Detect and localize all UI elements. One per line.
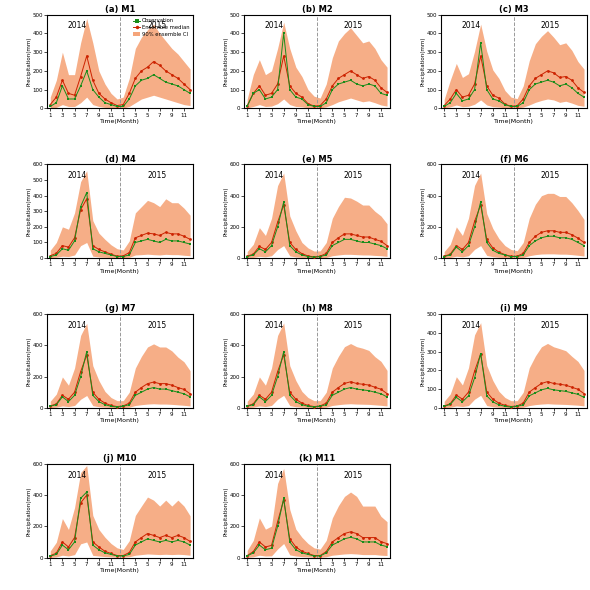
Text: 2015: 2015 bbox=[147, 471, 166, 480]
Title: (j) M10: (j) M10 bbox=[103, 454, 137, 463]
Y-axis label: Precipitation(mm): Precipitation(mm) bbox=[420, 336, 425, 386]
Text: 2015: 2015 bbox=[541, 321, 560, 330]
Title: (d) M4: (d) M4 bbox=[105, 155, 136, 163]
Text: 2015: 2015 bbox=[541, 171, 560, 180]
Text: 2014: 2014 bbox=[68, 321, 87, 330]
X-axis label: Time(Month): Time(Month) bbox=[297, 119, 337, 124]
Title: (i) M9: (i) M9 bbox=[500, 304, 528, 313]
Text: 2014: 2014 bbox=[265, 321, 284, 330]
Text: 2014: 2014 bbox=[68, 21, 87, 31]
Text: 2014: 2014 bbox=[462, 171, 481, 180]
X-axis label: Time(Month): Time(Month) bbox=[494, 268, 534, 274]
Y-axis label: Precipitation(mm): Precipitation(mm) bbox=[420, 37, 425, 86]
Text: 2015: 2015 bbox=[147, 321, 166, 330]
X-axis label: Time(Month): Time(Month) bbox=[100, 568, 140, 573]
Text: 2014: 2014 bbox=[462, 21, 481, 31]
Text: 2014: 2014 bbox=[68, 171, 87, 180]
X-axis label: Time(Month): Time(Month) bbox=[100, 268, 140, 274]
Text: 2014: 2014 bbox=[265, 471, 284, 480]
Title: (c) M3: (c) M3 bbox=[499, 5, 529, 14]
Y-axis label: Precipitation(mm): Precipitation(mm) bbox=[26, 186, 31, 236]
Title: (b) M2: (b) M2 bbox=[301, 5, 333, 14]
Text: 2015: 2015 bbox=[147, 21, 166, 31]
Y-axis label: Precipitation(mm): Precipitation(mm) bbox=[223, 37, 228, 86]
Text: 2014: 2014 bbox=[265, 171, 284, 180]
Y-axis label: Precipitation(mm): Precipitation(mm) bbox=[26, 486, 31, 536]
Text: 2015: 2015 bbox=[344, 21, 363, 31]
Text: 2014: 2014 bbox=[462, 321, 481, 330]
Legend: Observation, Ensemble median, 90% ensemble CI: Observation, Ensemble median, 90% ensemb… bbox=[132, 17, 191, 38]
Y-axis label: Precipitation(mm): Precipitation(mm) bbox=[420, 186, 425, 236]
Text: 2015: 2015 bbox=[344, 171, 363, 180]
Text: 2015: 2015 bbox=[344, 321, 363, 330]
Text: 2014: 2014 bbox=[68, 471, 87, 480]
Y-axis label: Precipitation(mm): Precipitation(mm) bbox=[223, 486, 228, 536]
Text: 2014: 2014 bbox=[265, 21, 284, 31]
Title: (a) M1: (a) M1 bbox=[105, 5, 135, 14]
Title: (g) M7: (g) M7 bbox=[105, 304, 136, 313]
Y-axis label: Precipitation(mm): Precipitation(mm) bbox=[223, 336, 228, 386]
Title: (h) M8: (h) M8 bbox=[302, 304, 332, 313]
Text: 2015: 2015 bbox=[147, 171, 166, 180]
X-axis label: Time(Month): Time(Month) bbox=[297, 568, 337, 573]
X-axis label: Time(Month): Time(Month) bbox=[100, 119, 140, 124]
Y-axis label: Precipitation(mm): Precipitation(mm) bbox=[223, 186, 228, 236]
X-axis label: Time(Month): Time(Month) bbox=[297, 418, 337, 424]
Y-axis label: Precipitation(mm): Precipitation(mm) bbox=[26, 37, 31, 86]
X-axis label: Time(Month): Time(Month) bbox=[297, 268, 337, 274]
Text: 2015: 2015 bbox=[541, 21, 560, 31]
Title: (e) M5: (e) M5 bbox=[302, 155, 332, 163]
Title: (k) M11: (k) M11 bbox=[299, 454, 335, 463]
Y-axis label: Precipitation(mm): Precipitation(mm) bbox=[26, 336, 31, 386]
Text: 2015: 2015 bbox=[344, 471, 363, 480]
Title: (f) M6: (f) M6 bbox=[500, 155, 529, 163]
X-axis label: Time(Month): Time(Month) bbox=[494, 418, 534, 424]
X-axis label: Time(Month): Time(Month) bbox=[494, 119, 534, 124]
X-axis label: Time(Month): Time(Month) bbox=[100, 418, 140, 424]
